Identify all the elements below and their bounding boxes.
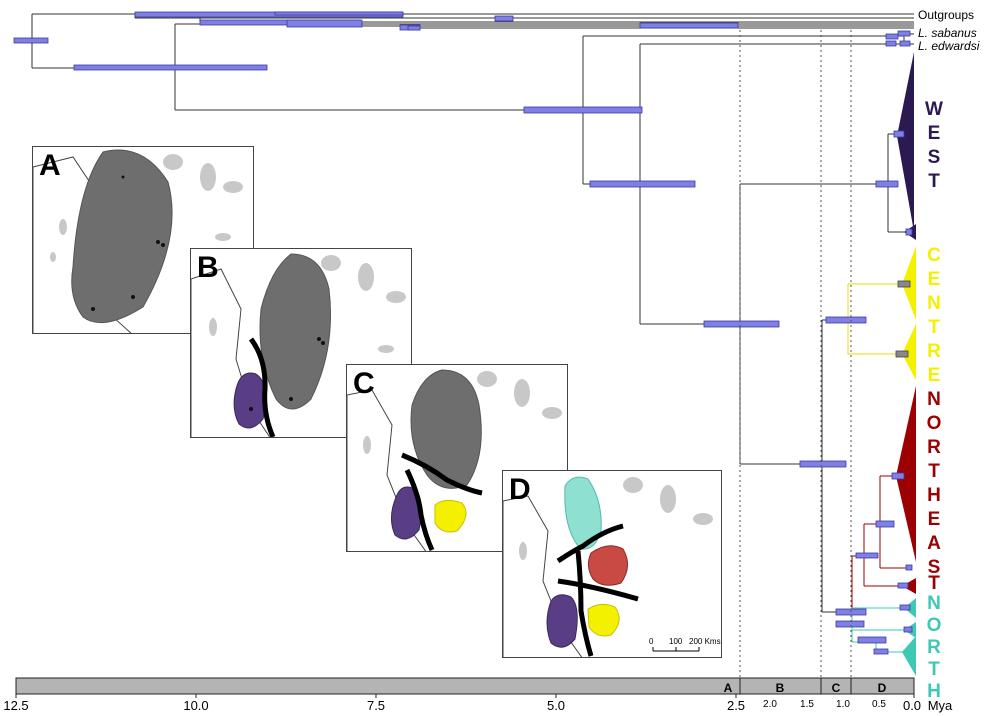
map-d-letter: D: [509, 473, 531, 506]
centre-letter-3: N: [927, 293, 941, 314]
axis-tick-12-5: 12.5: [3, 698, 29, 713]
axis-minor-1-5: 1.5: [800, 699, 814, 710]
axis-minor-2-0: 2.0: [763, 699, 777, 710]
edwardsi-label-text: L. edwardsi: [918, 39, 980, 53]
axis-tick-2-5: 2.5: [726, 698, 746, 713]
map-d-scale-100: 100: [669, 637, 683, 646]
north-letter-1: N: [927, 593, 941, 614]
north-letter-2: O: [926, 615, 942, 636]
axis-unit: Mya: [927, 698, 953, 713]
map-a-drawing: [33, 149, 245, 333]
northeast-clade-triangle-small: [902, 578, 916, 594]
north-letter-5: H: [927, 681, 941, 702]
map-panel-d: D 0 100 200 Kms: [502, 470, 722, 658]
map-d-scale-0: 0: [649, 637, 654, 646]
map-c-drawing: [347, 369, 562, 551]
map-b-letter: B: [197, 251, 219, 284]
time-segment-b: B: [775, 681, 785, 695]
north-letter-3: R: [927, 637, 941, 658]
centre-node-bars: [895, 280, 911, 358]
edwardsi-label: L. edwardsi: [918, 39, 979, 53]
axis-tick-10: 10.0: [183, 698, 209, 713]
centre-clade-triangle-2: [902, 324, 916, 380]
time-segment-d: D: [877, 681, 887, 695]
map-d-drawing: [503, 476, 713, 657]
northeast-letter-8: S: [927, 557, 941, 578]
map-c-letter: C: [353, 367, 375, 400]
northeast-clade-triangle: [896, 386, 916, 562]
northeast-letter-3: R: [927, 437, 941, 458]
centre-letter-5: R: [927, 341, 941, 362]
outgroups-label: Outgroups: [918, 8, 975, 22]
northeast-letter-5: H: [927, 485, 941, 506]
sabanus-label-text: L. sabanus: [918, 26, 977, 40]
centre-letter-1: C: [927, 245, 941, 266]
time-segment-lines: [739, 30, 852, 690]
axis-minor-0-5: 0.5: [872, 699, 886, 710]
northeast-letter-1: N: [927, 389, 941, 410]
axis-tick-7-5: 7.5: [366, 698, 386, 713]
axis-minor-1-0: 1.0: [836, 699, 850, 710]
map-a-letter: A: [39, 149, 61, 182]
centre-letter-6: E: [927, 365, 941, 386]
northeast-letter-2: O: [926, 413, 942, 434]
northeast-letter-6: E: [927, 509, 941, 530]
west-letter-4: T: [928, 171, 940, 192]
time-segment-c: C: [831, 681, 841, 695]
node-age-bars: [13, 11, 913, 655]
west-letter-2: E: [927, 123, 941, 144]
northeast-letter-4: T: [928, 461, 940, 482]
north-letter-4: T: [928, 659, 940, 680]
axis-tick-5: 5.0: [546, 698, 566, 713]
time-segment-a: A: [723, 681, 733, 695]
northeast-letter-7: A: [927, 533, 941, 554]
axis-tick-0: 0.0: [902, 698, 922, 713]
centre-letter-2: E: [927, 269, 941, 290]
time-axis: [15, 677, 915, 698]
northeast-letter-9: T: [928, 573, 940, 594]
centre-letter-4: T: [928, 317, 940, 338]
west-letter-1: W: [925, 99, 943, 120]
sabanus-label: L. sabanus: [918, 26, 977, 40]
west-clade-triangle: [897, 52, 914, 232]
west-letter-3: S: [927, 147, 941, 168]
map-d-scale-200: 200 Kms: [689, 637, 721, 646]
north-clade-triangle-3: [902, 636, 916, 676]
map-b-drawing: [191, 253, 406, 437]
